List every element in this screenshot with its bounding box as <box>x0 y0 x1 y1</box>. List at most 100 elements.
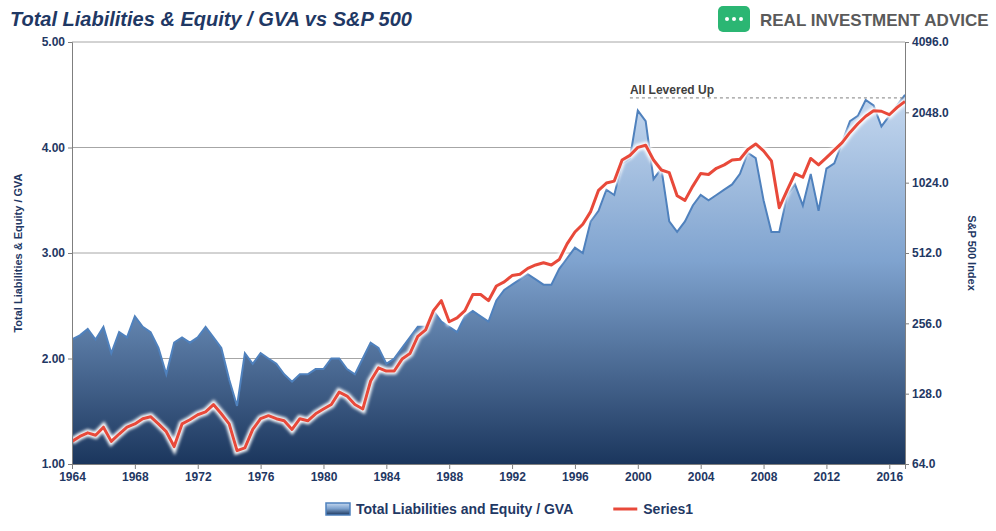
line-halo <box>72 101 905 450</box>
area <box>72 95 905 464</box>
tick-label: 1968 <box>122 470 149 484</box>
logo-icon <box>718 6 750 32</box>
area-edge <box>72 95 905 406</box>
tick-label: 1992 <box>499 470 526 484</box>
tick-label: 1.00 <box>42 457 66 471</box>
tick-mark <box>323 464 324 469</box>
tick-mark <box>68 42 72 43</box>
tick-mark <box>905 42 909 43</box>
tick-label: 5.00 <box>42 35 66 49</box>
tick-mark <box>905 323 909 324</box>
tick-label: 1024.0 <box>912 176 949 190</box>
tick-label: 2012 <box>814 470 841 484</box>
tick: 4.00 <box>42 141 72 155</box>
tick-mark <box>638 464 639 469</box>
tick-mark <box>68 464 72 465</box>
tick-label: 512.0 <box>912 246 942 260</box>
tick: 2008 <box>751 464 778 484</box>
tick-mark <box>68 359 72 360</box>
tick-label: 2004 <box>688 470 715 484</box>
tick-mark <box>261 464 262 469</box>
tick-mark <box>905 183 909 184</box>
tick: 64.0 <box>905 457 936 471</box>
brand: REAL INVESTMENT ADVICE <box>760 11 989 30</box>
tick: 512.0 <box>905 246 942 260</box>
y-axis: 1.00 2.00 3.00 4.00 5.00 <box>42 35 73 471</box>
tick-mark <box>68 253 72 254</box>
tick: 3.00 <box>42 246 72 260</box>
tick-mark <box>905 394 909 395</box>
legend-item: Series1 <box>613 501 693 517</box>
tick-label: 1976 <box>248 470 275 484</box>
tick-mark <box>68 148 72 149</box>
tick-label: 64.0 <box>912 457 936 471</box>
tick: 4096.0 <box>905 35 949 49</box>
tick: 2004 <box>688 464 715 484</box>
tick: 1976 <box>248 464 275 484</box>
tick: 2016 <box>876 464 903 484</box>
tick: 1972 <box>185 464 212 484</box>
tick-mark <box>826 464 827 469</box>
logo-dot <box>725 17 729 21</box>
legend-swatch <box>613 508 637 511</box>
tick: 1.00 <box>42 457 72 471</box>
tick: 5.00 <box>42 35 72 49</box>
tick-label: 2008 <box>751 470 778 484</box>
tick: 2.00 <box>42 352 72 366</box>
tick-mark <box>905 112 909 113</box>
tick-mark <box>905 253 909 254</box>
axis-line <box>906 43 910 465</box>
tick-mark <box>135 464 136 469</box>
tick-label: 4096.0 <box>912 35 949 49</box>
tick: 1968 <box>122 464 149 484</box>
y-axis-title: Total Liabilities & Equity / GVA <box>12 173 24 332</box>
tick-label: 1988 <box>436 470 463 484</box>
tick: 2012 <box>814 464 841 484</box>
tick: 1992 <box>499 464 526 484</box>
plot: All Levered Up 1964 1968 1972 1976 1980 1984 19… <box>42 35 949 483</box>
tick: 128.0 <box>905 387 942 401</box>
logo-dot <box>739 17 743 21</box>
tick-label: 2048.0 <box>912 106 949 120</box>
tick-mark <box>701 464 702 469</box>
tick: 256.0 <box>905 317 942 331</box>
logo-dot <box>732 17 736 21</box>
annotation: All Levered Up <box>630 83 714 97</box>
legend-label: Series1 <box>643 501 693 517</box>
tick-mark <box>575 464 576 469</box>
tick-label: 1964 <box>59 470 86 484</box>
tick-mark <box>512 464 513 469</box>
tick-label: 256.0 <box>912 317 942 331</box>
tick-mark <box>198 464 199 469</box>
grid <box>72 42 905 464</box>
tick: 1988 <box>436 464 463 484</box>
tick-label: 1996 <box>562 470 589 484</box>
tick-mark <box>449 464 450 469</box>
grid-line <box>72 147 905 148</box>
logo: REAL INVESTMENT ADVICE <box>718 6 989 32</box>
x-axis: 1964196819721976198019841988199219962000… <box>59 464 905 484</box>
tick-mark <box>905 464 909 465</box>
y2-axis-title: S&P 500 Index <box>966 215 978 291</box>
tick: 2048.0 <box>905 106 949 120</box>
tick: 1980 <box>311 464 338 484</box>
tick-label: 1972 <box>185 470 212 484</box>
annotation-line <box>630 97 905 98</box>
y2-axis: 64.0 128.0 256.0 512.0 1024.0 2048.0 4096.0 <box>905 35 949 471</box>
grid-line <box>72 42 905 43</box>
legend-label: Total Liabilities and Equity / GVA <box>356 501 573 517</box>
axis-line <box>73 465 906 470</box>
tick-label: 3.00 <box>42 246 66 260</box>
tick-label: 1980 <box>311 470 338 484</box>
axis-line <box>68 43 73 465</box>
tick-mark <box>889 464 890 469</box>
tick: 1984 <box>373 464 400 484</box>
tick-label: 128.0 <box>912 387 942 401</box>
tick-mark <box>764 464 765 469</box>
tick-label: 2.00 <box>42 352 66 366</box>
line <box>72 101 905 450</box>
tick-label: 4.00 <box>42 141 66 155</box>
legend: Total Liabilities and Equity / GVA Series… <box>326 501 693 517</box>
tick: 1996 <box>562 464 589 484</box>
tick-label: 1984 <box>373 470 400 484</box>
